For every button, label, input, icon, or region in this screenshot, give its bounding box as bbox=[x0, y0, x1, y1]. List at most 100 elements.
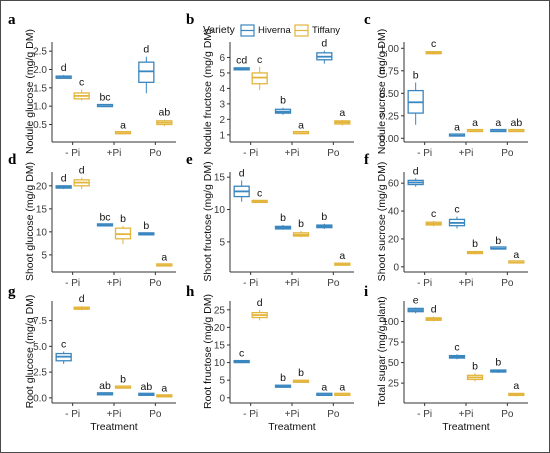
box-hiverna-1: d bbox=[407, 165, 424, 187]
y-tick-label: 25 bbox=[388, 379, 400, 390]
panel-letter-f: f bbox=[364, 152, 370, 168]
box-tiffany-2: a bbox=[466, 117, 484, 133]
x-tick-label: +Pi bbox=[285, 409, 300, 420]
box-hiverna-3: b bbox=[138, 220, 155, 236]
box-tiffany-1: d bbox=[425, 304, 442, 322]
x-axis-label: Treatment bbox=[268, 421, 316, 433]
y-tick-label: 4 bbox=[219, 84, 225, 95]
y-tick-label: 20 bbox=[388, 234, 400, 245]
significance-label: bc bbox=[99, 211, 110, 223]
x-tick-label: +Pi bbox=[459, 148, 474, 159]
y-tick-label: 15 bbox=[214, 340, 226, 351]
significance-label: a bbox=[495, 117, 501, 129]
x-tick-label: - Pi bbox=[65, 148, 80, 159]
box-hiverna-3: a bbox=[316, 381, 333, 396]
x-tick-label: Po bbox=[327, 148, 340, 159]
box-tiffany-2: b bbox=[292, 367, 310, 383]
box-tiffany-3: a bbox=[334, 250, 351, 266]
box-tiffany-3: a bbox=[156, 252, 173, 267]
x-tick-label: Po bbox=[149, 409, 162, 420]
y-tick-label: 3 bbox=[219, 99, 225, 110]
significance-label: c bbox=[79, 77, 84, 89]
significance-label: b bbox=[321, 211, 327, 223]
significance-label: b bbox=[280, 95, 286, 107]
significance-label: a bbox=[339, 107, 345, 119]
y-tick-label: 15 bbox=[36, 204, 48, 215]
y-tick-label: 0.75 bbox=[380, 66, 400, 77]
significance-label: a bbox=[339, 250, 345, 262]
box-tiffany-1: c bbox=[251, 187, 268, 204]
box-hiverna-2: bc bbox=[96, 211, 114, 227]
significance-label: c bbox=[257, 187, 262, 199]
x-tick-label: - Pi bbox=[243, 148, 258, 159]
panel-i: i 25 50 75 100 - Pi +Pi Po Total sugar (mg/g pla… bbox=[364, 284, 528, 433]
y-axis-label: Shoot sucrose (mg/g DM) bbox=[376, 162, 388, 282]
box-tiffany-1: c bbox=[251, 54, 268, 90]
box-hiverna-2: bc bbox=[96, 92, 114, 108]
legend-entry-hiverna: Hiverna bbox=[240, 24, 291, 37]
y-axis-label: Nodule fructose (mg/g DM) bbox=[202, 28, 214, 154]
x-axis-label: Treatment bbox=[442, 421, 490, 433]
x-tick-label: Po bbox=[501, 409, 514, 420]
box-body bbox=[138, 61, 155, 83]
significance-label: ab bbox=[510, 117, 522, 129]
box-hiverna-2: c bbox=[448, 341, 466, 360]
x-tick-label: +Pi bbox=[459, 409, 474, 420]
legend-label-tiffany: Tiffany bbox=[312, 25, 340, 36]
panels: a 0.5 1.0 1.5 2.0 2.5 - Pi +Pi Po Nodule glucose … bbox=[8, 12, 528, 433]
y-tick-label: 60 bbox=[388, 179, 400, 190]
y-tick-label: 15 bbox=[214, 173, 226, 184]
significance-label: a bbox=[454, 122, 460, 134]
box-hiverna-3: d bbox=[316, 38, 333, 64]
x-tick-label: Po bbox=[149, 278, 162, 289]
significance-label: d bbox=[79, 165, 85, 177]
y-tick-label: 100 bbox=[382, 317, 399, 328]
x-tick-label: Po bbox=[149, 148, 162, 159]
significance-label: d bbox=[321, 38, 327, 50]
y-tick-label: 5.0 bbox=[33, 342, 47, 353]
significance-label: b bbox=[143, 220, 149, 232]
panel-e: e 5 10 15 - Pi +Pi Po Shoot fructose (mg/g DM) d… bbox=[186, 152, 354, 289]
x-tick-label: - Pi bbox=[65, 409, 80, 420]
y-tick-label: 25 bbox=[214, 305, 226, 316]
significance-label: e bbox=[413, 295, 419, 307]
y-tick-label: 0.25 bbox=[380, 111, 400, 122]
y-tick-label: 0 bbox=[219, 393, 225, 404]
significance-label: c bbox=[257, 54, 262, 66]
box-hiverna-1: d bbox=[233, 167, 250, 202]
panel-g: g 0.0 2.5 5.0 7.5 - Pi +Pi Po Root glucose (mg/g… bbox=[8, 284, 176, 433]
panel-letter-b: b bbox=[186, 12, 194, 28]
y-tick-label: 7.5 bbox=[33, 316, 47, 327]
panel-a: a 0.5 1.0 1.5 2.0 2.5 - Pi +Pi Po Nodule glucose … bbox=[8, 12, 176, 159]
box-tiffany-2: a bbox=[292, 119, 310, 135]
significance-label: c bbox=[454, 204, 459, 216]
box-tiffany-3: a bbox=[508, 380, 525, 397]
significance-label: b bbox=[120, 213, 126, 225]
y-tick-label: 2.5 bbox=[33, 47, 47, 58]
y-tick-label: 75 bbox=[388, 338, 400, 349]
significance-label: a bbox=[120, 120, 126, 132]
y-tick-label: 5 bbox=[41, 250, 47, 261]
x-tick-label: Po bbox=[327, 278, 340, 289]
significance-label: d bbox=[413, 165, 419, 177]
significance-label: a bbox=[298, 119, 304, 131]
significance-label: b bbox=[472, 360, 478, 372]
significance-label: b bbox=[472, 238, 478, 250]
box-hiverna-1: d bbox=[55, 62, 72, 79]
box-tiffany-3: ab bbox=[508, 117, 525, 133]
box-hiverna-2: b bbox=[274, 95, 292, 115]
significance-label: c bbox=[239, 347, 244, 359]
box-tiffany-3: a bbox=[508, 249, 525, 264]
box-hiverna-3: d bbox=[138, 44, 155, 94]
x-tick-label: - Pi bbox=[417, 409, 432, 420]
box-hiverna-1: cd bbox=[233, 55, 250, 71]
x-axis-label: Treatment bbox=[90, 421, 138, 433]
significance-label: d bbox=[61, 62, 67, 74]
y-tick-label: 1 bbox=[219, 130, 225, 141]
box-hiverna-1: c bbox=[233, 347, 250, 364]
y-tick-label: 2.5 bbox=[33, 368, 47, 379]
significance-label: b bbox=[495, 357, 501, 369]
x-tick-label: - Pi bbox=[65, 278, 80, 289]
box-tiffany-1: c bbox=[73, 77, 90, 101]
